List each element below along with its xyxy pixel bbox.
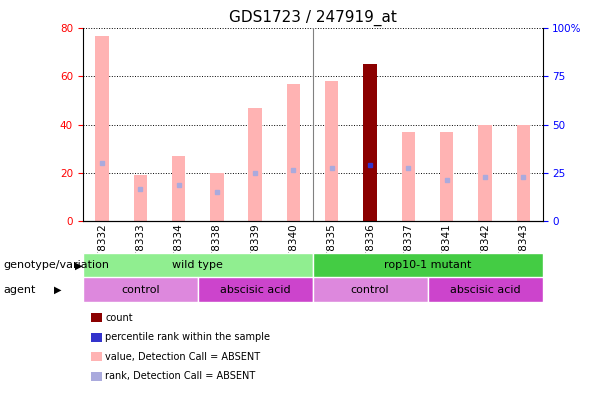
Bar: [313, 253, 543, 277]
Bar: [197, 277, 313, 302]
Text: ▶: ▶: [75, 260, 82, 270]
Text: genotype/variation: genotype/variation: [3, 260, 109, 270]
Text: count: count: [105, 313, 133, 323]
Text: value, Detection Call = ABSENT: value, Detection Call = ABSENT: [105, 352, 261, 362]
Text: rop10-1 mutant: rop10-1 mutant: [384, 260, 471, 270]
Bar: [325, 81, 338, 221]
Bar: [210, 173, 224, 221]
Text: agent: agent: [3, 285, 36, 294]
Text: ▶: ▶: [54, 285, 61, 294]
Text: percentile rank within the sample: percentile rank within the sample: [105, 333, 270, 342]
Text: abscisic acid: abscisic acid: [220, 285, 291, 294]
Bar: [134, 175, 147, 221]
Text: control: control: [351, 285, 389, 294]
Bar: [364, 64, 377, 221]
Bar: [402, 132, 415, 221]
Bar: [517, 124, 530, 221]
Text: abscisic acid: abscisic acid: [450, 285, 520, 294]
Text: wild type: wild type: [172, 260, 223, 270]
Bar: [478, 124, 492, 221]
Text: rank, Detection Call = ABSENT: rank, Detection Call = ABSENT: [105, 371, 256, 381]
Bar: [83, 277, 197, 302]
Text: control: control: [121, 285, 159, 294]
Bar: [172, 156, 185, 221]
Bar: [83, 253, 313, 277]
Bar: [313, 277, 428, 302]
Bar: [248, 108, 262, 221]
Bar: [95, 36, 109, 221]
Title: GDS1723 / 247919_at: GDS1723 / 247919_at: [229, 9, 397, 26]
Bar: [287, 84, 300, 221]
Bar: [428, 277, 543, 302]
Bar: [440, 132, 454, 221]
